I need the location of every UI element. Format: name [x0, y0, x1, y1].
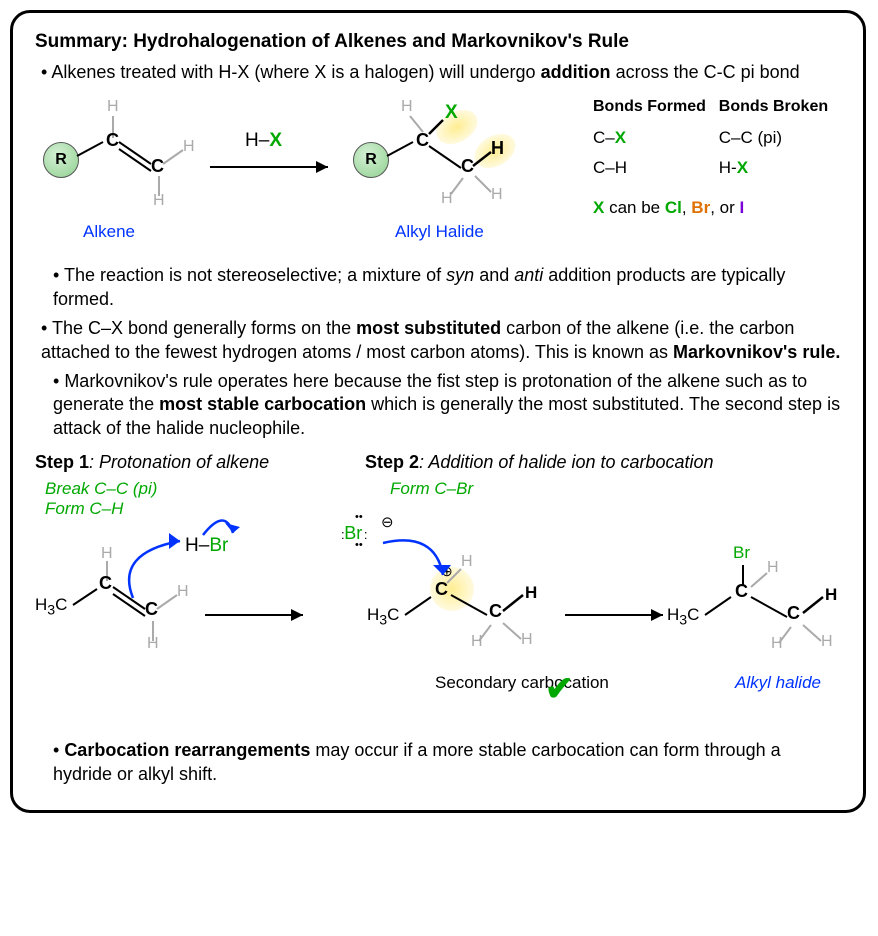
- h-atom: H: [491, 186, 503, 204]
- bullet-4: Markovnikov's rule operates here because…: [53, 370, 841, 440]
- c-atom: C: [416, 130, 429, 151]
- bromide-ion: : Br : •• •• ⊖: [341, 523, 365, 544]
- h-bold: H: [825, 585, 837, 605]
- bullet-1: Alkenes treated with H-X (where X is a h…: [41, 61, 841, 84]
- mech-arrow-1: [205, 603, 315, 633]
- h-bold: H: [525, 583, 537, 603]
- h-atom: H: [107, 98, 119, 116]
- h-atom: H: [401, 98, 413, 116]
- h-atom: H: [521, 631, 533, 649]
- h-atom: H: [441, 190, 453, 208]
- c-atom: C: [461, 156, 474, 177]
- h3c: H3C: [667, 605, 699, 628]
- c-atom: C: [489, 601, 502, 622]
- text: across the C-C pi bond: [611, 62, 800, 82]
- reaction-row: R C H C H H Alkene: [35, 94, 841, 254]
- cell: C–X: [593, 124, 717, 152]
- reaction-scheme: R C H C H H Alkene: [35, 94, 591, 254]
- bullet-2: The reaction is not stereoselective; a m…: [53, 264, 841, 311]
- check-icon: ✔: [545, 669, 574, 709]
- curved-arrows-1: [85, 513, 255, 613]
- cell: C–H: [593, 154, 717, 182]
- col-broken: Bonds Broken: [719, 96, 839, 122]
- mech-arrow-2: [565, 603, 675, 633]
- h: H: [245, 130, 259, 151]
- text-bold: addition: [541, 62, 611, 82]
- alkene-bonds: [35, 94, 205, 234]
- c-atom: C: [151, 156, 164, 177]
- c-atom: C: [787, 603, 800, 624]
- product-label: Alkyl Halide: [395, 222, 484, 242]
- text: Alkenes treated with H-X (where X is a h…: [51, 62, 540, 82]
- form-cbr-label: Form C–Br: [390, 479, 473, 499]
- curved-arrow-2: [365, 521, 485, 601]
- x: X: [269, 130, 282, 151]
- sec-carbocation-label: Secondary carbocation: [435, 673, 609, 693]
- alkyl-halide-label: Alkyl halide: [735, 673, 821, 693]
- bonds-table: Bonds Formed Bonds Broken C–X C–C (pi) C…: [591, 94, 841, 224]
- cell: H-X: [719, 154, 839, 182]
- bullet-5: Carbocation rearrangements may occur if …: [53, 739, 841, 786]
- h3c: H3C: [367, 605, 399, 628]
- reaction-arrow: [210, 152, 340, 182]
- c-atom: C: [106, 130, 119, 151]
- h-atom: H: [821, 633, 833, 651]
- col-formed: Bonds Formed: [593, 96, 717, 122]
- c-atom: C: [735, 581, 748, 602]
- break-label: Break C–C (pi): [45, 479, 157, 499]
- h-atom: H: [183, 138, 195, 156]
- h-atom: H: [471, 633, 483, 651]
- h-atom: H: [153, 192, 165, 210]
- alkene-label: Alkene: [83, 222, 135, 242]
- reagent-hx: H–X: [245, 130, 282, 152]
- step1-header: Step 1: Protonation of alkene: [35, 452, 365, 473]
- h-atom-bold: H: [491, 138, 504, 159]
- cell: C–C (pi): [719, 124, 839, 152]
- br-atom: Br: [733, 543, 750, 563]
- card-title: Summary: Hydrohalogenation of Alkenes an…: [35, 31, 841, 53]
- bullet-3: The C–X bond generally forms on the most…: [41, 317, 841, 364]
- mechanism-diagram: Break C–C (pi) Form C–H Form C–Br H3C C …: [35, 473, 841, 733]
- dash: –: [259, 130, 270, 151]
- x-atom: X: [445, 102, 458, 124]
- step-headers: Step 1: Protonation of alkene Step 2: Ad…: [35, 452, 841, 473]
- h3c: H3C: [35, 595, 67, 618]
- halogen-note: X can be Cl, Br, or I: [593, 184, 839, 222]
- summary-card: Summary: Hydrohalogenation of Alkenes an…: [10, 10, 866, 813]
- h-atom: H: [147, 635, 159, 653]
- step2-header: Step 2: Addition of halide ion to carboc…: [365, 452, 714, 473]
- h-atom: H: [767, 559, 779, 577]
- h-atom: H: [771, 635, 783, 653]
